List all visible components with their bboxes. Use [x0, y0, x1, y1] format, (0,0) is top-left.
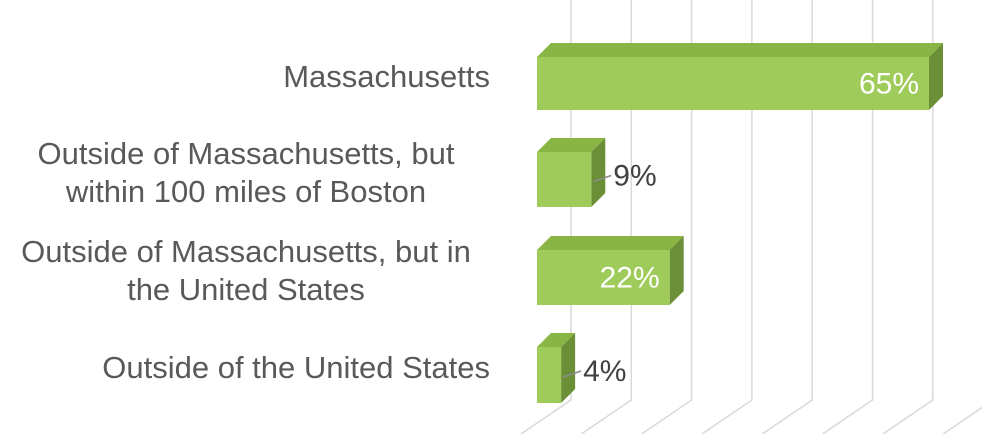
bar-side	[669, 236, 684, 305]
bar-side	[591, 138, 606, 207]
value-label: 65%	[859, 67, 919, 100]
grid-line	[701, 0, 753, 434]
grid-line	[761, 0, 813, 434]
bar	[537, 57, 929, 110]
grid-line	[822, 0, 874, 434]
bar	[537, 347, 562, 403]
bar-top	[537, 138, 606, 152]
bar-top	[537, 236, 684, 250]
category-label: Outside of Massachusetts, but in the Uni…	[21, 233, 471, 307]
leader-line	[593, 174, 612, 183]
grid-line	[520, 0, 572, 434]
grid-line	[882, 0, 934, 434]
grid-line	[641, 0, 693, 434]
category-label: Outside of the United States	[102, 350, 490, 385]
bar-side	[561, 333, 576, 403]
category-label: Outside of Massachusetts, but within 100…	[37, 135, 455, 209]
grid-line	[580, 0, 633, 434]
value-label: 4%	[583, 355, 626, 388]
bar	[537, 250, 670, 305]
grid-line	[942, 406, 982, 434]
bar-side	[929, 43, 943, 110]
value-label: 9%	[613, 159, 656, 192]
bar-top	[537, 43, 943, 57]
leader-line	[562, 370, 582, 378]
bar	[537, 152, 592, 207]
bar-top	[537, 333, 576, 347]
value-label: 22%	[600, 261, 660, 294]
category-label: Massachusetts	[283, 58, 490, 94]
